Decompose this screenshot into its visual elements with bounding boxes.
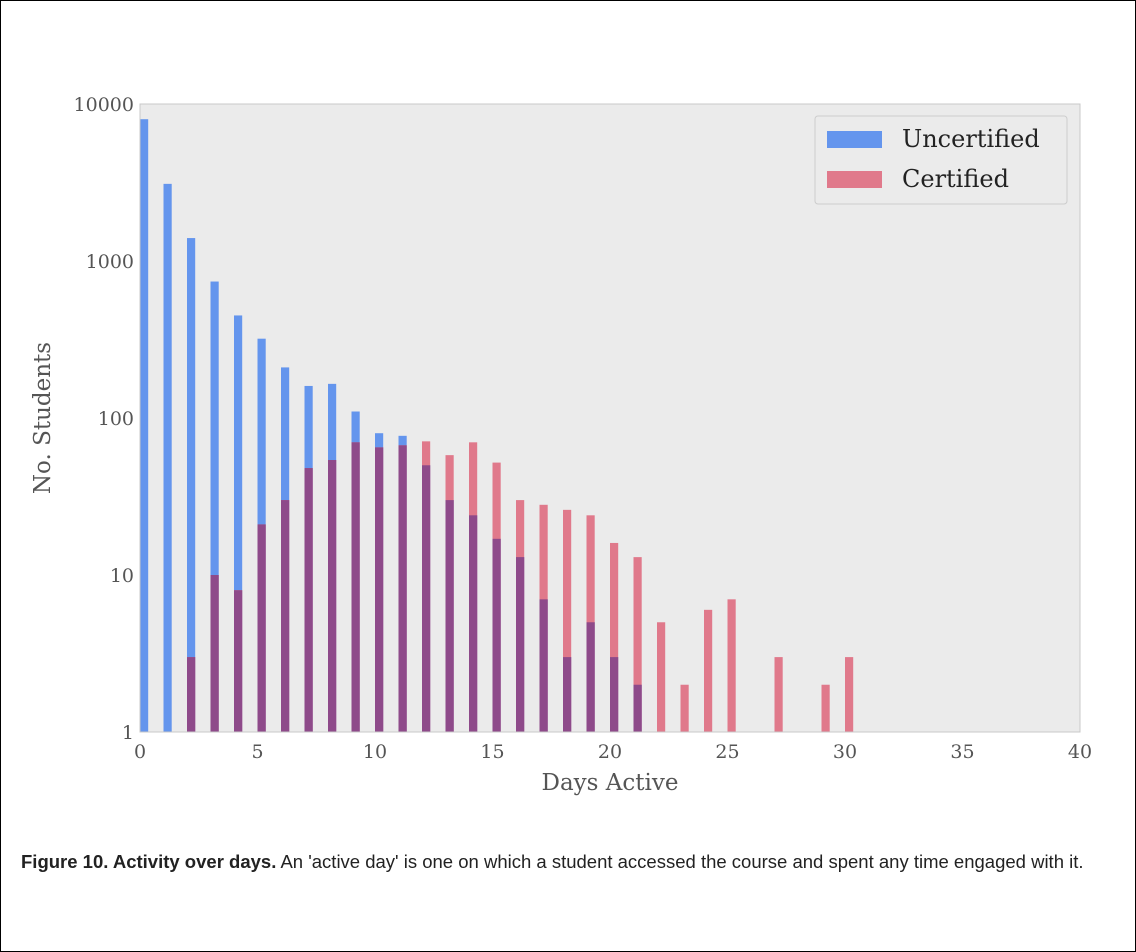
bar-certified-day-25: [728, 599, 736, 732]
bar-overlap-day-3: [211, 575, 219, 732]
bar-certified-day-30: [845, 657, 853, 732]
bar-certified-day-29: [822, 685, 830, 732]
legend-label: Certified: [902, 165, 1009, 193]
bar-uncertified-day-1: [164, 184, 172, 732]
bar-overlap-day-12: [422, 465, 430, 732]
bar-overlap-day-18: [563, 657, 571, 732]
bar-overlap-day-19: [587, 622, 595, 732]
bar-overlap-day-17: [540, 599, 548, 732]
legend-swatch: [827, 171, 882, 188]
x-tick-label: 10: [363, 741, 387, 763]
bar-overlap-day-2: [187, 657, 195, 732]
bar-overlap-day-11: [399, 445, 407, 732]
y-tick-label: 100: [98, 408, 134, 430]
legend-label: Uncertified: [902, 125, 1040, 153]
bar-certified-day-27: [775, 657, 783, 732]
bar-overlap-day-9: [352, 442, 360, 732]
y-tick-label: 1000: [86, 251, 134, 273]
bar-certified-day-22: [657, 622, 665, 732]
caption-label: Figure 10.: [21, 851, 108, 872]
legend: Uncertified Certified: [815, 116, 1067, 204]
bar-overlap-day-7: [305, 468, 313, 732]
x-tick-label: 20: [598, 741, 622, 763]
x-ticks: 0 5 10 15 20 25 30 35 40: [134, 741, 1092, 763]
y-tick-label: 10: [110, 565, 134, 587]
bar-uncertified-day-0: [140, 119, 148, 732]
caption-text: An 'active day' is one on which a studen…: [276, 851, 1083, 872]
bar-overlap-day-4: [234, 590, 242, 732]
x-tick-label: 15: [480, 741, 504, 763]
bar-overlap-day-8: [328, 460, 336, 732]
x-tick-label: 40: [1068, 741, 1092, 763]
bar-certified-day-23: [681, 685, 689, 732]
chart: 0 5 10 15 20 25 30 35 40 1 10 100 1000 10000 Days Ac…: [0, 0, 1136, 840]
x-axis-label: Days Active: [542, 770, 679, 796]
bar-overlap-day-6: [281, 500, 289, 732]
x-tick-label: 0: [134, 741, 146, 763]
figure-caption: Figure 10. Activity over days. An 'activ…: [21, 848, 1111, 875]
bar-overlap-day-10: [375, 447, 383, 732]
x-tick-label: 5: [251, 741, 263, 763]
caption-title: Activity over days.: [108, 851, 276, 872]
x-tick-label: 25: [715, 741, 739, 763]
y-axis-label: No. Students: [30, 342, 56, 494]
x-tick-label: 35: [950, 741, 974, 763]
bar-overlap-day-20: [610, 657, 618, 732]
y-tick-label: 10000: [74, 94, 134, 116]
x-tick-label: 30: [833, 741, 857, 763]
bar-overlap-day-21: [634, 685, 642, 732]
bar-overlap-day-14: [469, 515, 477, 732]
bar-certified-day-24: [704, 610, 712, 732]
y-tick-label: 1: [122, 722, 134, 744]
bar-overlap-day-13: [446, 500, 454, 732]
y-ticks: 1 10 100 1000 10000: [74, 94, 134, 744]
legend-swatch: [827, 131, 882, 148]
bar-overlap-day-5: [258, 524, 266, 732]
bar-overlap-day-16: [516, 557, 524, 732]
bar-overlap-day-15: [493, 539, 501, 732]
